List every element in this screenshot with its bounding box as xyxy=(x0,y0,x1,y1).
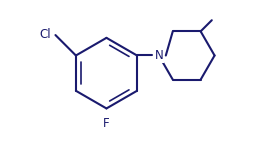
Text: F: F xyxy=(103,117,110,130)
Text: N: N xyxy=(155,49,163,62)
Text: Cl: Cl xyxy=(39,28,51,41)
